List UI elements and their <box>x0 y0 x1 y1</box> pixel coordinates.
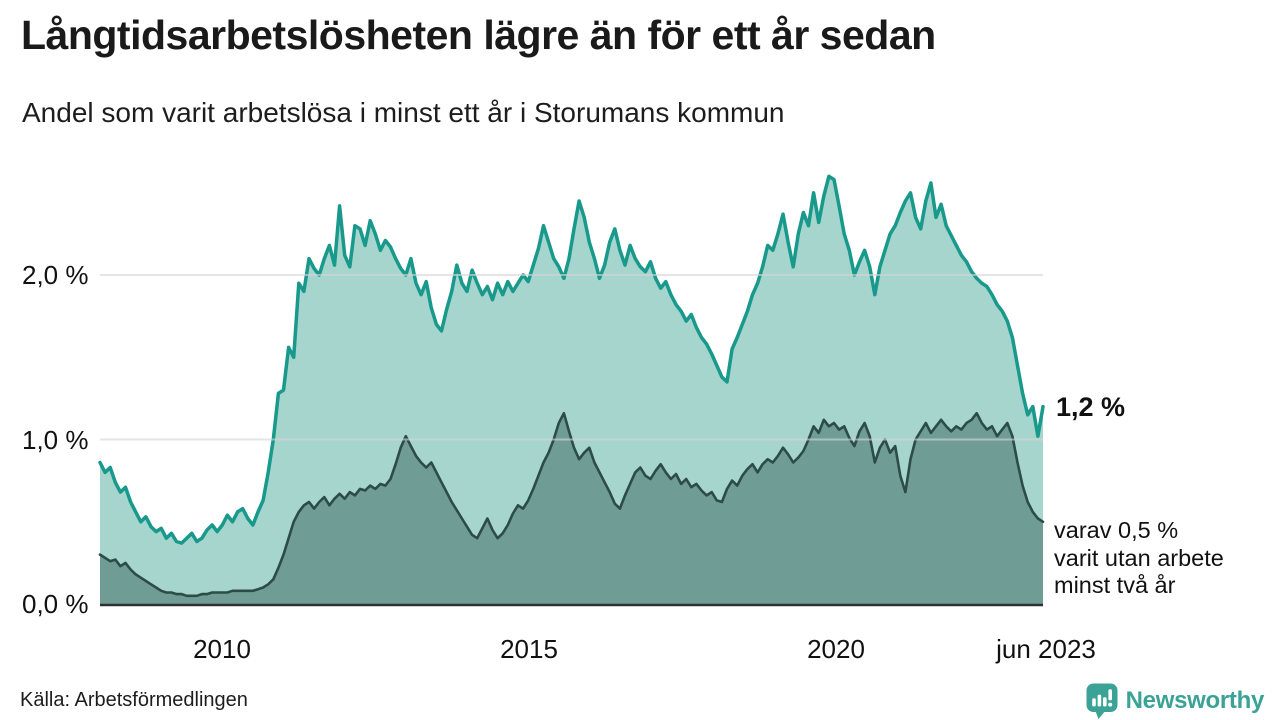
newsworthy-wordmark: Newsworthy <box>1125 687 1265 714</box>
series2-annotation-note: varav 0,5 % varit utan arbete minst två … <box>1054 517 1280 600</box>
y-axis-tick-1-0: 1,0 % <box>22 425 89 455</box>
note-line-3: minst två år <box>1054 572 1176 598</box>
note-line-1: varav 0,5 % <box>1054 517 1179 543</box>
x-axis-tick-2010: 2010 <box>193 634 251 664</box>
chart-subtitle: Andel som varit arbetslösa i minst ett å… <box>22 97 785 128</box>
newsworthy-logo: Newsworthy <box>1085 682 1264 720</box>
note-line-2: varit utan arbete <box>1054 544 1224 571</box>
source-note: Källa: Arbetsförmedlingen <box>20 689 248 711</box>
series-1-line <box>98 174 1045 545</box>
series-2-area <box>100 413 1043 604</box>
series1-end-value-label: 1,2 % <box>1056 392 1126 422</box>
x-axis-tick-2015: 2015 <box>500 634 558 664</box>
x-axis-tick-jun2023: jun 2023 <box>996 634 1096 664</box>
page-title: Långtidsarbetslösheten lägre än för ett … <box>21 12 936 58</box>
y-axis-tick-2-0: 2,0 % <box>22 260 89 290</box>
x-axis-tick-2020: 2020 <box>807 634 865 664</box>
newsworthy-logo-icon <box>1086 683 1118 719</box>
y-axis-tick-0-0: 0,0 % <box>22 589 89 619</box>
